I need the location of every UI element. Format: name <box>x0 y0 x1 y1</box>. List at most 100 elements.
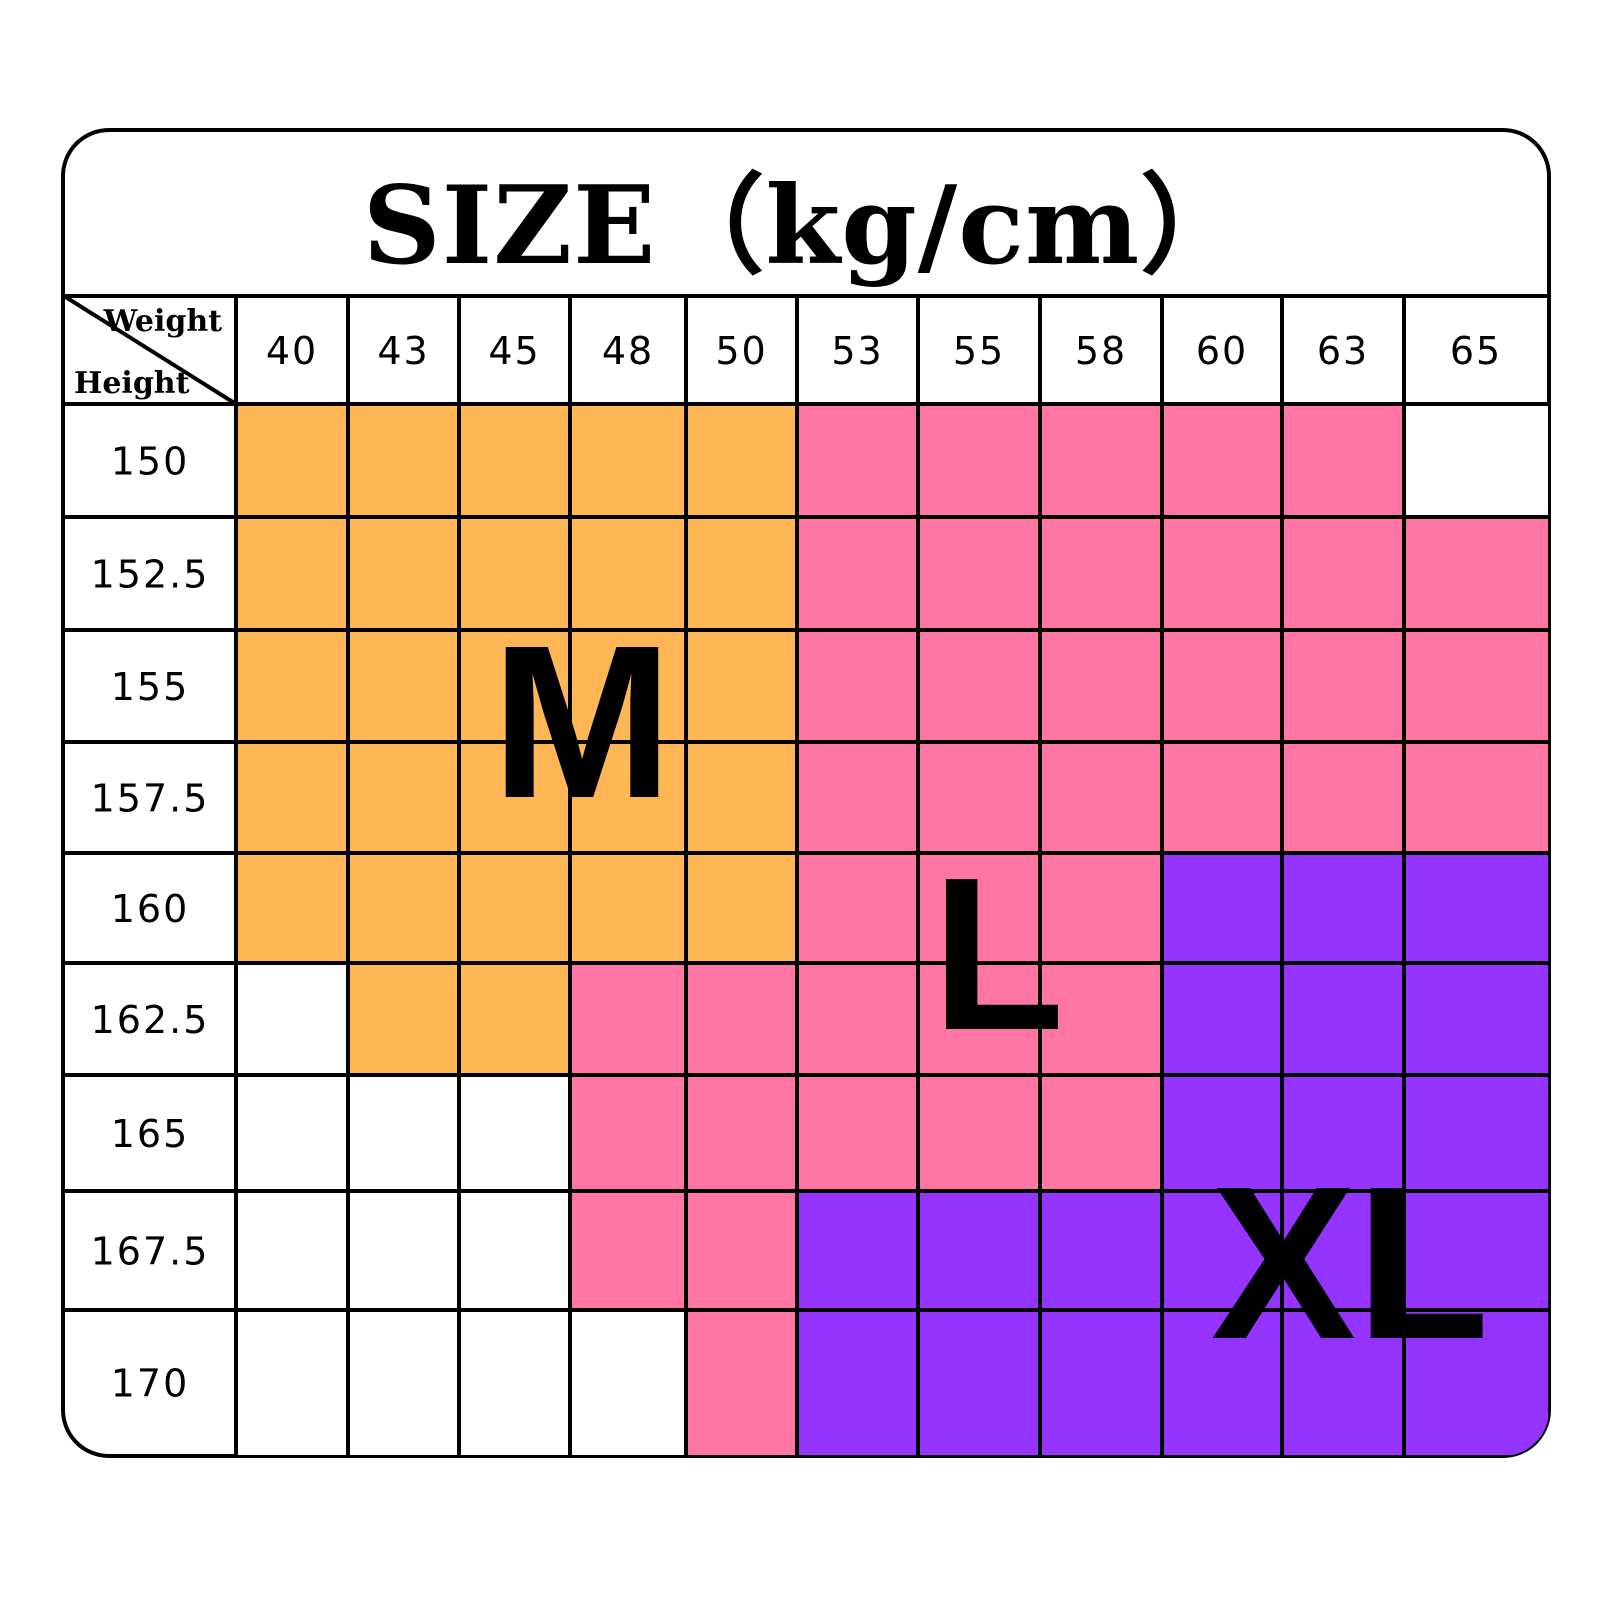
heatmap-cell <box>236 963 348 1075</box>
weight-tick-label: 63 <box>1317 329 1369 373</box>
heatmap-cell <box>797 853 918 963</box>
height-tick-label: 150 <box>111 440 190 484</box>
height-axis-label: Height <box>74 366 190 401</box>
heatmap-cell <box>1040 1191 1162 1310</box>
heatmap-cell <box>1162 742 1282 853</box>
header-diagonal <box>62 294 238 406</box>
heatmap-cell <box>236 404 348 517</box>
heatmap-cell <box>797 1075 918 1191</box>
heatmap-cell <box>686 853 797 963</box>
heatmap-cell <box>918 630 1040 742</box>
heatmap-cell <box>570 853 686 963</box>
heatmap-cell <box>1040 1075 1162 1191</box>
weight-tick-label: 65 <box>1450 329 1502 373</box>
heatmap-cell <box>1282 742 1404 853</box>
heatmap-cell <box>348 963 459 1075</box>
weight-tick-label: 40 <box>266 329 318 373</box>
heatmap-cell <box>570 630 686 742</box>
heatmap-cell <box>1162 963 1282 1075</box>
heatmap-cell <box>570 1310 686 1455</box>
heatmap-cell <box>236 742 348 853</box>
heatmap-cell <box>918 742 1040 853</box>
heatmap-cell <box>918 1310 1040 1455</box>
heatmap-cell <box>1282 853 1404 963</box>
heatmap-cell <box>797 630 918 742</box>
heatmap-cell <box>459 853 570 963</box>
heatmap-cell <box>1404 853 1548 963</box>
weight-tick-label: 58 <box>1075 329 1127 373</box>
heatmap-cell <box>918 853 1040 963</box>
heatmap-cell <box>1162 853 1282 963</box>
heatmap-cell <box>1404 1191 1548 1310</box>
heatmap-cell <box>686 1310 797 1455</box>
heatmap-cell <box>686 1075 797 1191</box>
heatmap-cell <box>1040 517 1162 630</box>
heatmap-cell <box>686 742 797 853</box>
size-zone-label: XL <box>1211 1142 1490 1385</box>
height-tick-label: 157.5 <box>91 777 210 821</box>
heatmap-cell <box>797 404 918 517</box>
heatmap-cell <box>348 1310 459 1455</box>
heatmap-cell <box>570 404 686 517</box>
heatmap-cell <box>1282 1191 1404 1310</box>
heatmap-cell <box>236 517 348 630</box>
weight-tick-label: 55 <box>953 329 1005 373</box>
weight-tick-label: 60 <box>1196 329 1248 373</box>
heatmap-cell <box>918 963 1040 1075</box>
heatmap-cell <box>686 630 797 742</box>
heatmap-cell <box>459 404 570 517</box>
heatmap-cell <box>348 404 459 517</box>
heatmap-cell <box>1040 630 1162 742</box>
size-zone-label: L <box>931 833 1064 1076</box>
heatmap-cell <box>1404 630 1548 742</box>
heatmap-cell <box>459 1191 570 1310</box>
heatmap-cell <box>236 630 348 742</box>
heatmap-cell <box>348 630 459 742</box>
heatmap-cell <box>1040 742 1162 853</box>
heatmap-cell <box>1162 1075 1282 1191</box>
heatmap-cell <box>686 404 797 517</box>
height-tick-label: 170 <box>111 1362 190 1406</box>
heatmap-cell <box>459 1075 570 1191</box>
heatmap-cell <box>348 1191 459 1310</box>
heatmap-cell <box>797 742 918 853</box>
height-tick-label: 155 <box>111 665 190 709</box>
heatmap-cell <box>459 517 570 630</box>
heatmap-cell <box>1282 517 1404 630</box>
heatmap-cell <box>348 742 459 853</box>
heatmap-cell <box>1282 630 1404 742</box>
heatmap-cell <box>797 1310 918 1455</box>
heatmap-cell <box>1404 1310 1548 1455</box>
heatmap-cell <box>570 742 686 853</box>
heatmap-cell <box>570 1075 686 1191</box>
chart-title: SIZE（kg/cm） <box>362 163 1250 289</box>
heatmap-cell <box>686 517 797 630</box>
weight-tick-label: 45 <box>488 329 540 373</box>
weight-tick-label: 48 <box>602 329 654 373</box>
height-tick-label: 165 <box>111 1112 190 1156</box>
heatmap-cell <box>1282 1075 1404 1191</box>
cells-group <box>236 404 1548 1455</box>
heatmap-cell <box>348 853 459 963</box>
heatmap-cell <box>459 742 570 853</box>
size-zone-label: M <box>491 601 673 844</box>
heatmap-cell <box>1162 404 1282 517</box>
heatmap-cell <box>1282 1310 1404 1455</box>
heatmap-cell <box>1404 404 1548 517</box>
heatmap-cell <box>459 630 570 742</box>
weight-tick-label: 50 <box>715 329 767 373</box>
weight-tick-label: 43 <box>377 329 429 373</box>
heatmap-cell <box>459 1310 570 1455</box>
weight-tick-label: 53 <box>831 329 883 373</box>
heatmap-cell <box>348 1075 459 1191</box>
heatmap-cell <box>1040 404 1162 517</box>
heatmap-cell <box>1040 1310 1162 1455</box>
heatmap-cell <box>459 963 570 1075</box>
height-tick-label: 160 <box>111 887 190 931</box>
heatmap-cell <box>918 404 1040 517</box>
heatmap-cell <box>918 517 1040 630</box>
heatmap-cell <box>348 517 459 630</box>
heatmap-cell <box>236 1191 348 1310</box>
heatmap-cell <box>1404 1075 1548 1191</box>
